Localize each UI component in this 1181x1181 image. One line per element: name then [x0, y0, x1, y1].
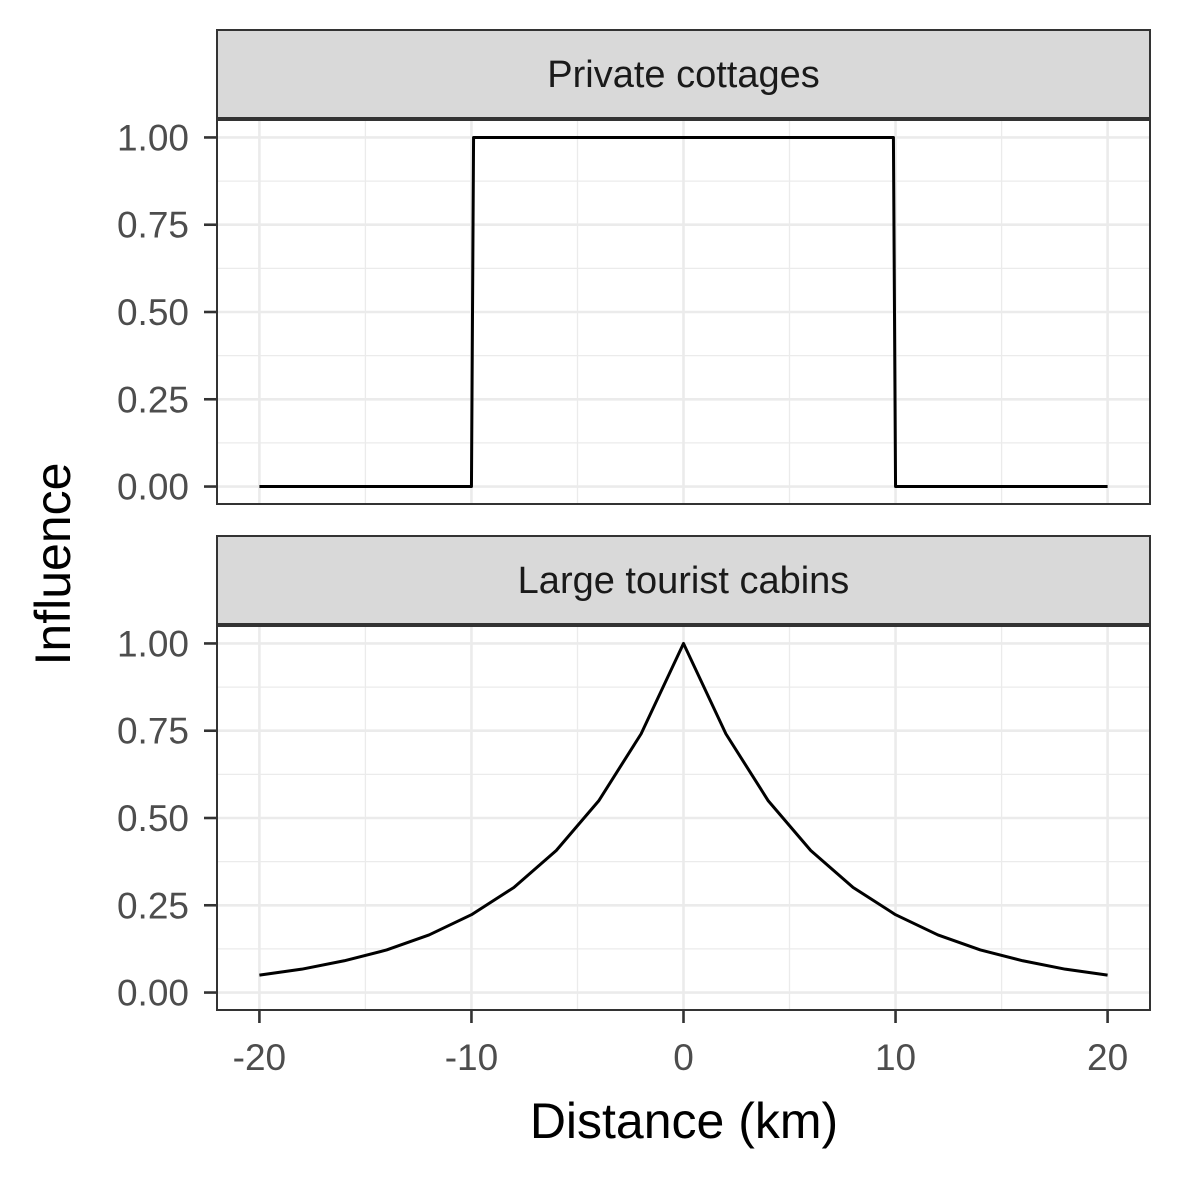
y-tick-label: 1.00 [117, 623, 189, 664]
series-line [259, 641, 1108, 977]
x-tick-label: -20 [233, 1037, 286, 1078]
y-tick-label: 0.75 [117, 205, 189, 246]
y-axis: 0.00 0.25 0.50 0.75 1.00 [117, 623, 217, 1014]
facet-strip-label: Private cottages [547, 54, 819, 96]
y-tick-label: 1.00 [117, 117, 189, 158]
facet-strip-label: Large tourist cabins [518, 560, 850, 602]
series-line [259, 135, 1108, 489]
facet-strip [216, 535, 1151, 625]
y-tick-label: 0.00 [117, 467, 189, 508]
x-axis-title: Distance (km) [530, 1093, 838, 1149]
facet-strip [216, 29, 1151, 119]
panel-0: Private cottages 0.00 0.25 0.50 0.75 1.00 [117, 29, 1151, 508]
panels: Private cottages0.000.250.500.751.00Larg… [117, 29, 1151, 1014]
x-tick-label: -10 [445, 1037, 498, 1078]
y-axis-title: Influence [25, 463, 81, 666]
y-axis: 0.00 0.25 0.50 0.75 1.00 [117, 117, 217, 508]
y-tick-label: 0.75 [117, 711, 189, 752]
y-tick-label: 0.25 [117, 885, 189, 926]
y-tick-label: 0.50 [117, 292, 189, 333]
panel-1: Large tourist cabins 0.00 0.25 0.50 0.75 1.00 [117, 535, 1151, 1014]
x-tick-label: 10 [875, 1037, 916, 1078]
y-tick-label: 0.50 [117, 798, 189, 839]
x-tick-label: 0 [673, 1037, 694, 1078]
y-tick-label: 0.25 [117, 379, 189, 420]
grid [217, 120, 1150, 504]
x-axis: -20 -10 0 10 20 [233, 1010, 1128, 1078]
x-tick-label: 20 [1087, 1037, 1128, 1078]
y-tick-label: 0.00 [117, 973, 189, 1014]
